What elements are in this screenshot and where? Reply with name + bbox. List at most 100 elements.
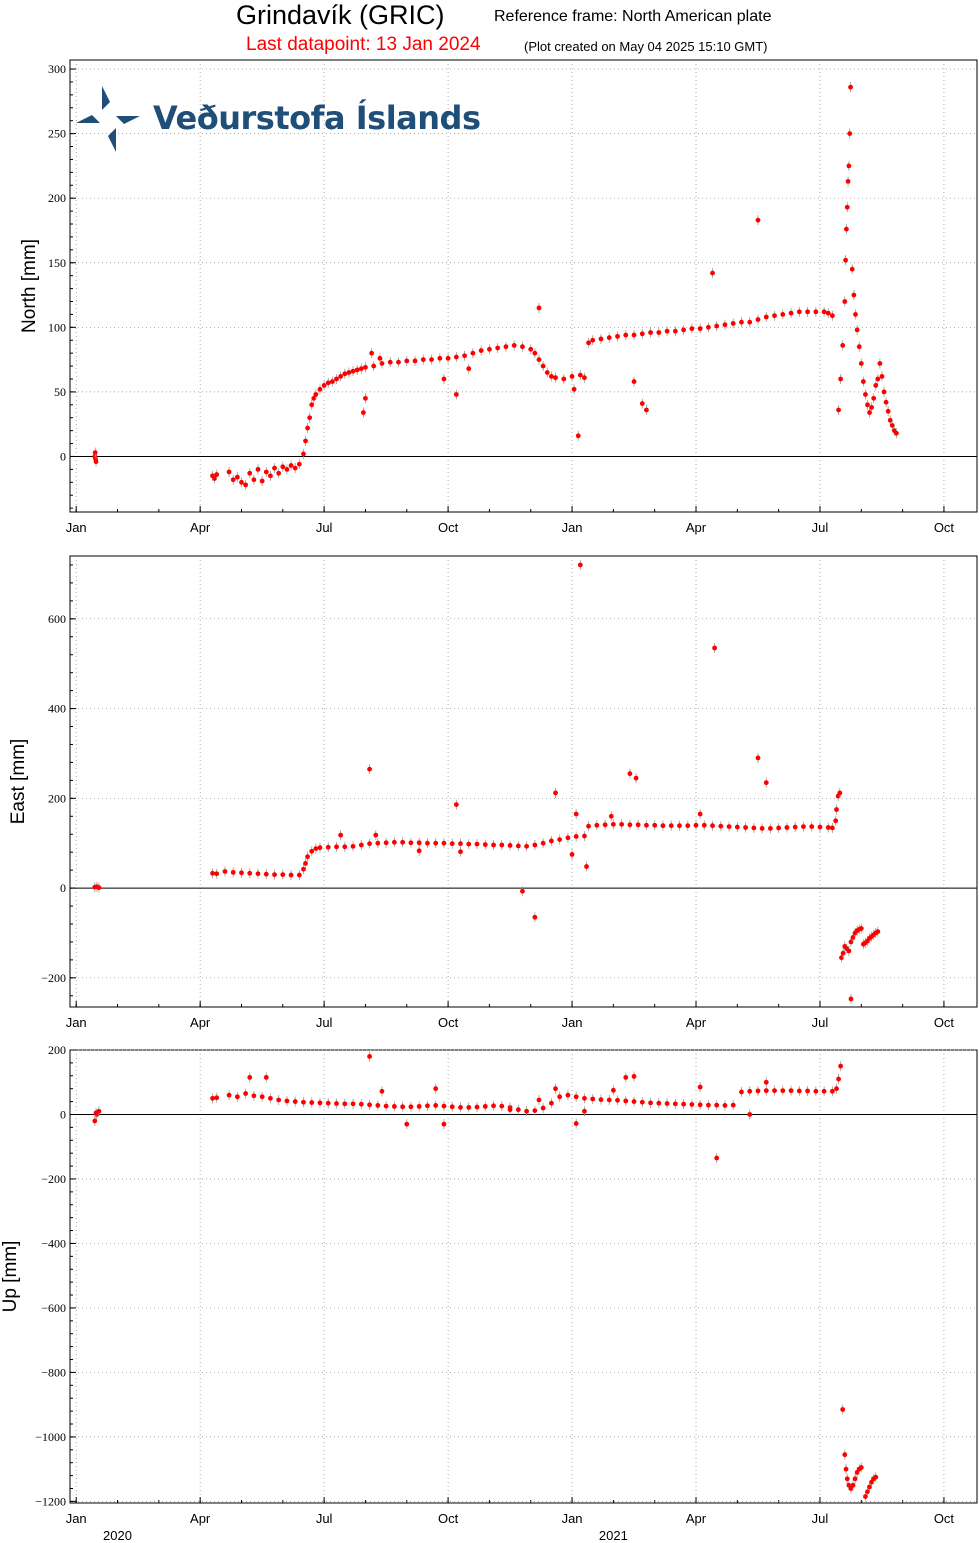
data-point [845,178,851,184]
x-tick-label: Jan [66,1015,87,1030]
data-point [701,822,707,828]
data-point [420,357,426,363]
data-point [383,840,389,846]
data-point [871,395,877,401]
vedurstofa-logo-text: Veðurstofa Íslands [153,99,481,137]
data-point [623,1075,629,1080]
data-point [590,1096,596,1102]
x-tick-label: Apr [686,520,707,535]
data-point [739,1089,744,1095]
data-point [660,823,666,829]
data-point [565,1092,571,1098]
data-point [325,844,331,850]
data-point [255,871,261,877]
data-point [309,1100,315,1105]
y-tick-label: 250 [48,127,66,141]
data-point [863,392,868,397]
last-datapoint-label: Last datapoint: 13 Jan 2024 [246,34,481,55]
data-point [284,466,290,472]
data-point [288,463,294,468]
data-point [433,1103,439,1108]
y-tick-label: 0 [60,1107,66,1121]
data-point [718,823,724,829]
data-point [458,841,463,847]
data-point [842,1452,848,1458]
data-point [251,1093,257,1099]
data-point [441,1121,447,1127]
data-point [739,319,744,325]
x-tick-label: Jan [562,520,583,535]
data-point [358,1101,364,1107]
data-point [573,1094,579,1100]
data-point [383,1103,389,1109]
data-point [763,1079,769,1085]
data-point [268,1095,273,1101]
data-point [867,410,872,415]
data-point [668,823,674,829]
data-point [329,379,335,384]
data-point [571,386,577,392]
data-point [334,1101,339,1106]
data-point [441,1103,447,1109]
y-tick-label: −200 [41,1172,66,1186]
data-point [536,357,542,363]
y-tick-label: −1000 [35,1430,66,1444]
data-point [631,332,637,338]
data-point [251,477,257,483]
data-point [747,319,753,325]
data-point [847,131,853,137]
data-point [615,333,620,339]
data-point [342,371,348,377]
data-point [714,1155,720,1161]
data-point [805,309,810,315]
data-point [763,1088,769,1094]
data-point [433,840,439,846]
data-point [873,383,879,388]
data-point [582,833,587,839]
x-tick-label: Oct [934,1015,955,1030]
plot-frame [69,555,978,1008]
data-point [239,479,244,485]
data-point [844,204,850,210]
data-point [821,1088,827,1094]
data-point [706,324,711,330]
data-point [458,1104,463,1110]
data-point [838,376,844,382]
data-point [214,871,220,877]
data-point [259,1094,265,1100]
panel-1: Jan Apr Jul Oct Jan Apr Jul Oct 0 50 100 150 200 250 3… [19,59,978,535]
data-point [276,1097,282,1103]
data-point [846,163,852,169]
data-point [850,935,856,940]
data-point [644,407,649,413]
data-point [284,1098,290,1104]
data-point [575,433,581,439]
data-point [557,837,563,843]
data-point [689,1102,695,1107]
data-point [511,343,517,348]
data-point [722,1103,728,1108]
data-point [553,375,558,381]
data-point [280,872,286,878]
data-point [879,374,885,379]
data-point [776,825,782,831]
data-point [247,470,253,476]
data-point [367,1054,372,1059]
data-point [499,1103,505,1109]
data-point [292,465,298,471]
data-point [317,1100,323,1106]
y-tick-label: 0 [60,449,66,463]
data-point [263,469,269,475]
data-point [307,415,313,421]
data-point [462,353,468,359]
data-point [767,825,773,831]
data-point [263,871,269,877]
x-tick-label: Jul [316,1015,333,1030]
data-point [726,824,732,829]
data-point [416,1104,422,1109]
data-point [594,822,600,828]
y-axis-label: Up [mm] [0,1241,21,1313]
data-point [408,1104,414,1110]
data-point [466,841,472,847]
data-point [697,1102,703,1108]
